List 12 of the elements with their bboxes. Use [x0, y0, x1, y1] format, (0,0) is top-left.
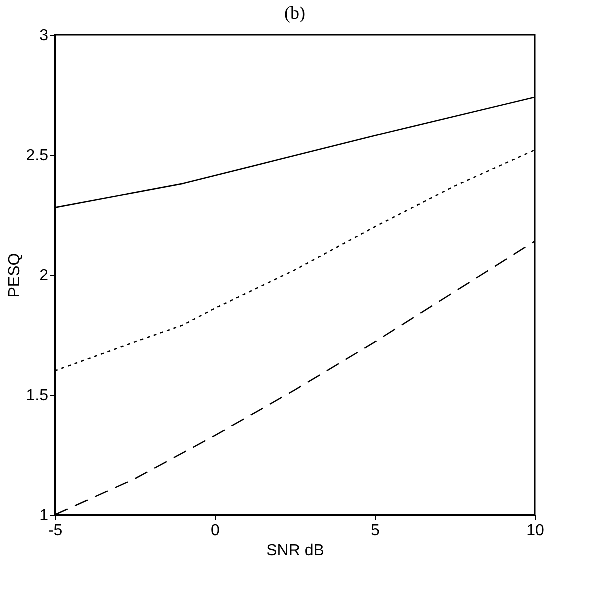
x-tick-label: -5 [48, 522, 63, 540]
y-tick-label: 1.5 [26, 388, 49, 404]
y-axis-title: PESQ [6, 253, 24, 298]
y-tick-label: 3 [40, 28, 49, 44]
y-tick-label: 2.5 [26, 148, 49, 164]
chart-title: (b) [284, 3, 306, 23]
x-tick-label: 5 [371, 522, 380, 540]
y-tick-label: 1 [40, 508, 49, 524]
x-tick-label: 10 [526, 522, 544, 540]
y-tick-label: 2 [40, 268, 49, 284]
x-tick-label: 0 [211, 522, 220, 540]
x-axis-title: SNR dB [266, 542, 324, 560]
